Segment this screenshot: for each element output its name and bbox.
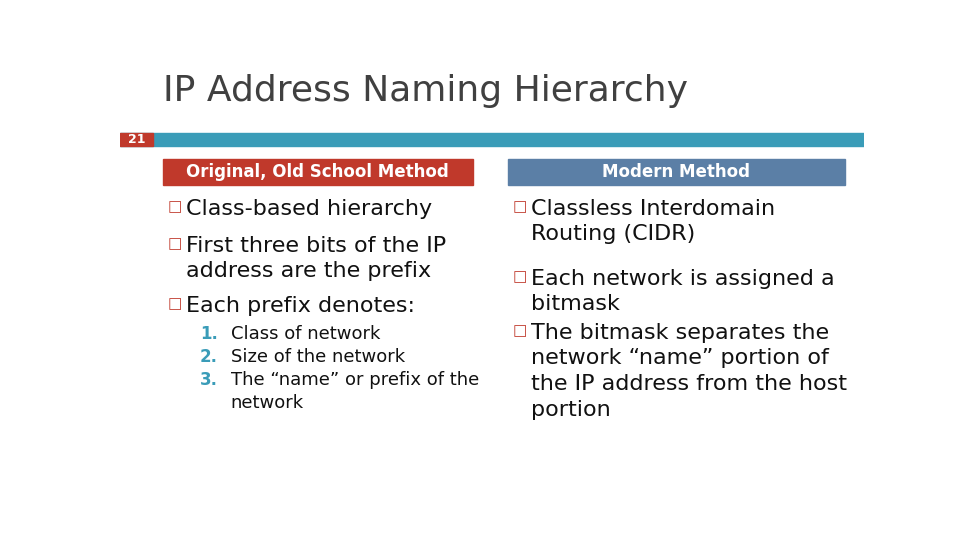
Bar	[162, 159, 472, 185]
Text: Size of the network: Size of the network	[230, 348, 405, 366]
Text: First three bits of the IP
address are the prefix: First three bits of the IP address are t…	[186, 236, 446, 281]
Text: Class of network: Class of network	[230, 325, 380, 343]
Text: 2.: 2.	[200, 348, 218, 366]
Text: The “name” or prefix of the
network: The “name” or prefix of the network	[230, 372, 479, 412]
Text: 21: 21	[128, 133, 145, 146]
Text: Modern Method: Modern Method	[602, 163, 750, 181]
Text: □: □	[512, 199, 526, 214]
Text: □: □	[167, 236, 181, 251]
Text: Each prefix denotes:: Each prefix denotes:	[186, 296, 415, 316]
Text: Original, Old School Method: Original, Old School Method	[186, 163, 449, 181]
Bar	[508, 159, 845, 185]
Text: Each network is assigned a
bitmask: Each network is assigned a bitmask	[531, 269, 834, 314]
Text: □: □	[512, 269, 526, 284]
Text: □: □	[167, 199, 181, 214]
Text: 1.: 1.	[200, 325, 218, 343]
Bar	[120, 132, 864, 146]
Text: □: □	[167, 296, 181, 311]
Text: Class-based hierarchy: Class-based hierarchy	[186, 199, 432, 219]
Text: 3.: 3.	[200, 372, 218, 389]
Bar	[120, 132, 153, 146]
Text: Classless Interdomain
Routing (CIDR): Classless Interdomain Routing (CIDR)	[531, 199, 775, 245]
Text: IP Address Naming Hierarchy: IP Address Naming Hierarchy	[162, 74, 687, 108]
Text: The bitmask separates the
network “name” portion of
the IP address from the host: The bitmask separates the network “name”…	[531, 323, 847, 420]
Text: □: □	[512, 323, 526, 338]
